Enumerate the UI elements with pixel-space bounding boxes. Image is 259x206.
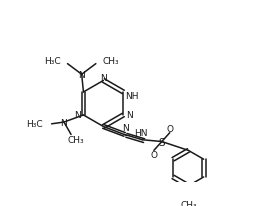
Text: N: N [122,123,129,132]
Text: CH₃: CH₃ [103,57,120,66]
Text: N: N [100,74,107,83]
Text: NH: NH [125,91,139,101]
Text: H₃C: H₃C [26,120,43,129]
Text: N: N [74,111,81,120]
Text: O: O [166,124,173,133]
Text: N: N [126,111,133,120]
Text: HN: HN [134,129,147,138]
Text: S: S [159,137,165,147]
Text: N: N [61,118,67,127]
Text: CH₃: CH₃ [180,200,197,206]
Text: N: N [78,70,85,79]
Text: H₃C: H₃C [44,57,60,66]
Text: CH₃: CH₃ [67,136,84,145]
Text: O: O [150,151,157,159]
